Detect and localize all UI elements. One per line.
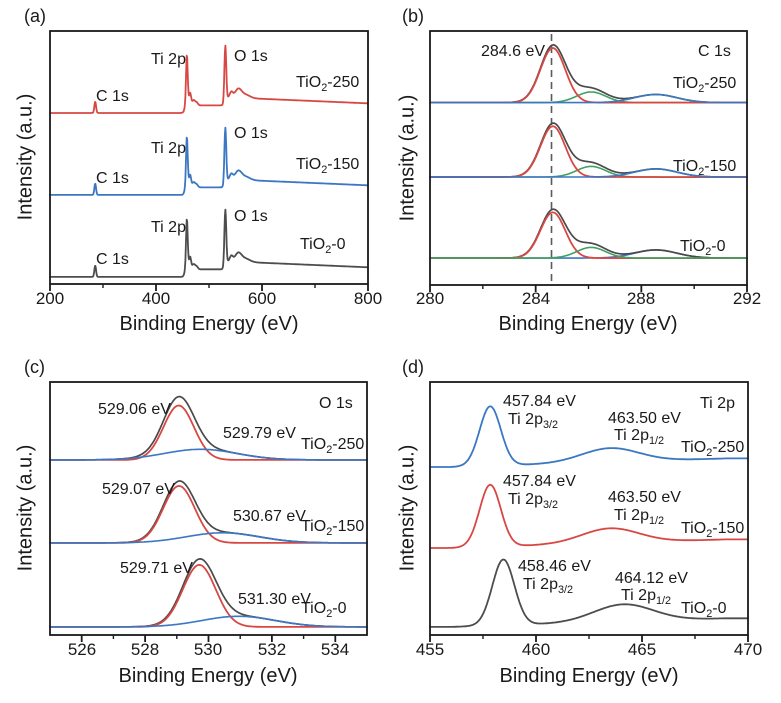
y-axis-title: Intensity (a.u.) <box>396 94 419 222</box>
x-tick-label: 470 <box>733 640 763 659</box>
peak-label-o1s: O 1s <box>234 208 268 225</box>
orbital-label: Ti 2p3/2 <box>523 576 574 597</box>
dash-annotation: 284.6 eV <box>481 43 546 60</box>
x-tick-label: 400 <box>141 289 171 308</box>
peak-energy-label: 457.84 eV <box>503 393 576 410</box>
panel-letter: (d) <box>402 357 424 377</box>
y-axis-title: Intensity (a.u.) <box>396 444 419 572</box>
x-tick-label: 200 <box>35 289 65 308</box>
shoulder-energy-label: 531.30 eV <box>238 591 311 608</box>
shoulder-energy-label: 529.79 eV <box>223 425 296 442</box>
x-tick-label: 460 <box>521 640 551 659</box>
peak-energy-label: 529.06 eV <box>98 401 171 418</box>
peak-energy-label: 458.46 eV <box>518 558 591 575</box>
sample-label: TiO2-150 <box>681 520 745 541</box>
sample-label: TiO2-0 <box>681 600 727 621</box>
peak-label-c1s: C 1s <box>96 88 129 105</box>
peak-energy-label: 463.50 eV <box>608 489 681 506</box>
sample-label: TiO2-150 <box>673 158 737 179</box>
orbital-label: Ti 2p3/2 <box>508 491 559 512</box>
region-label: C 1s <box>698 43 731 60</box>
orbital-label: Ti 2p1/2 <box>614 507 665 528</box>
sample-label: TiO2-250 <box>301 436 365 457</box>
panel-letter: (b) <box>402 6 424 26</box>
region-label: Ti 2p <box>700 395 735 412</box>
plot-c <box>49 381 368 642</box>
plot-a <box>49 30 369 291</box>
peak-energy-label: 529.71 eV <box>120 560 193 577</box>
plot-b <box>429 30 748 292</box>
plot-d <box>429 381 749 642</box>
panel-d: (d) Intensity (a.u.) Binding Energy (eV)… <box>390 350 781 703</box>
peak-label-c1s: C 1s <box>96 170 129 187</box>
sample-label: TiO2-250 <box>673 75 737 96</box>
sample-label: TiO2-250 <box>296 74 360 95</box>
peak-label-c1s: C 1s <box>96 251 129 268</box>
x-tick-label: 800 <box>353 289 383 308</box>
x-tick-label: 455 <box>415 640 445 659</box>
x-tick-label: 528 <box>130 640 160 659</box>
x-tick-label: 465 <box>627 640 657 659</box>
peak-label-ti2p: Ti 2p <box>151 51 186 68</box>
peak-label-o1s: O 1s <box>234 125 268 142</box>
x-axis-title: Binding Energy (eV) <box>118 665 298 687</box>
peak-label-o1s: O 1s <box>234 48 268 65</box>
sample-label: TiO2-250 <box>681 439 745 460</box>
orbital-label: Ti 2p3/2 <box>508 411 559 432</box>
y-axis-title: Intensity (a.u.) <box>14 444 37 572</box>
peak-energy-label: 457.84 eV <box>503 473 576 490</box>
x-axis-title: Binding Energy (eV) <box>498 313 678 335</box>
x-tick-label: 532 <box>257 640 287 659</box>
shoulder-energy-label: 530.67 eV <box>233 508 306 525</box>
sample-label: TiO2-0 <box>300 236 346 257</box>
peak-energy-label: 463.50 eV <box>608 410 681 427</box>
region-label: O 1s <box>319 395 353 412</box>
panel-a: (a) Intensity (a.u.) Binding Energy (eV)… <box>0 0 390 350</box>
x-tick-label: 600 <box>247 289 277 308</box>
x-tick-label: 530 <box>193 640 223 659</box>
sample-label: TiO2-150 <box>296 156 360 177</box>
y-axis-title: Intensity (a.u.) <box>14 93 37 221</box>
x-axis-title: Binding Energy (eV) <box>499 665 679 687</box>
panel-c: (c) Intensity (a.u.) Binding Energy (eV)… <box>0 350 390 703</box>
x-tick-label: 284 <box>521 289 551 308</box>
x-tick-label: 292 <box>732 289 762 308</box>
x-tick-label: 280 <box>415 289 445 308</box>
x-tick-label: 534 <box>320 640 350 659</box>
sample-label: TiO2-0 <box>301 600 347 621</box>
panel-letter: (a) <box>24 6 46 26</box>
peak-energy-label: 464.12 eV <box>615 570 688 587</box>
peak-label-ti2p: Ti 2p <box>151 140 186 157</box>
peak-energy-label: 529.07 eV <box>102 481 175 498</box>
x-tick-label: 288 <box>626 289 656 308</box>
x-tick-label: 526 <box>67 640 97 659</box>
peak-label-ti2p: Ti 2p <box>151 219 186 236</box>
sample-label: TiO2-150 <box>301 518 365 539</box>
panel-letter: (c) <box>24 357 45 377</box>
x-axis-title: Binding Energy (eV) <box>119 313 299 335</box>
orbital-label: Ti 2p1/2 <box>614 427 665 448</box>
sample-label: TiO2-0 <box>680 238 726 259</box>
panel-b: (b) Intensity (a.u.) Binding Energy (eV)… <box>390 0 781 350</box>
orbital-label: Ti 2p1/2 <box>621 587 672 608</box>
